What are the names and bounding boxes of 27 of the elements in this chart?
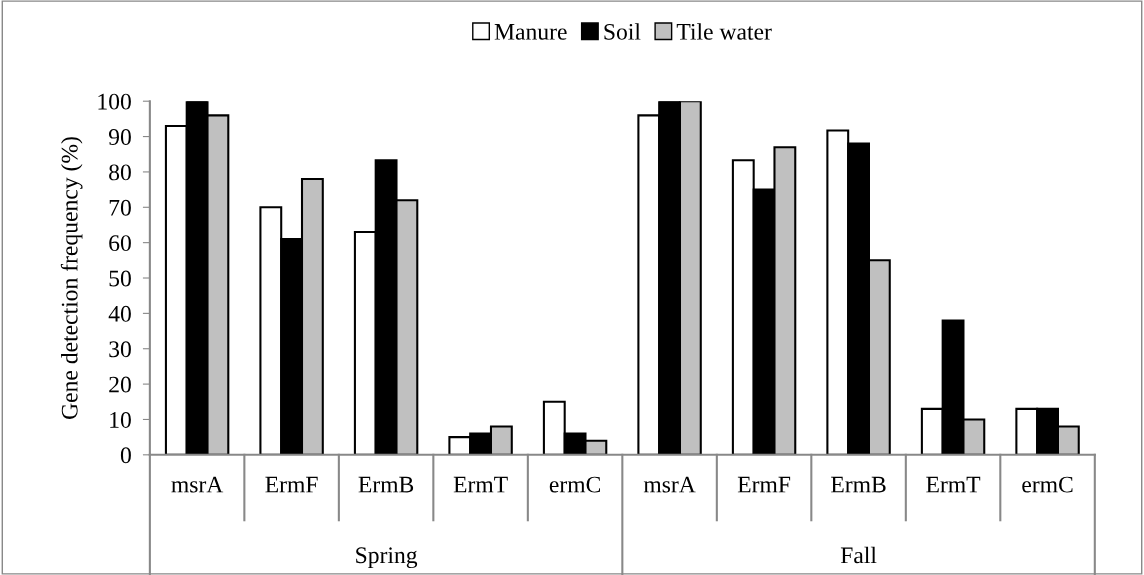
y-tick-label: 100 — [98, 93, 131, 110]
x-tick-label: ErmF — [737, 476, 791, 493]
y-tick-label: 50 — [109, 270, 131, 287]
x-tick-label: ErmB — [358, 476, 414, 493]
y-tick-label: 60 — [109, 235, 131, 252]
y-tick-label: 90 — [108, 129, 131, 145]
text: Spring — [356, 547, 418, 569]
y-tick-label: 40 — [108, 305, 131, 322]
x-tick-label: ErmT — [926, 476, 981, 493]
y-tick-label: 80 — [109, 164, 131, 181]
x-tick-label: ErmB — [831, 476, 886, 493]
legend-label: Tile water — [676, 23, 772, 40]
x-tick-label: msrA — [643, 476, 696, 493]
y-axis-title: Gene detection frequency (%) — [60, 137, 83, 419]
y-tick-label: 20 — [109, 376, 131, 393]
x-tick-label: ErmT — [453, 476, 508, 493]
y-tick-label: 0 — [120, 447, 131, 464]
y-tick-label: 70 — [109, 199, 131, 216]
legend-label: Soil — [604, 23, 641, 40]
x-tick-label: msrA — [171, 476, 224, 493]
y-tick-label: 10 — [110, 411, 131, 428]
y-tick-label: 30 — [109, 341, 131, 358]
x-tick-label: ErmF — [265, 476, 318, 493]
x-tick-label: ermC — [1022, 476, 1073, 493]
x-tick-label: ermC — [549, 476, 601, 493]
text: Fall — [840, 546, 877, 564]
legend-label: Manure — [494, 24, 567, 40]
